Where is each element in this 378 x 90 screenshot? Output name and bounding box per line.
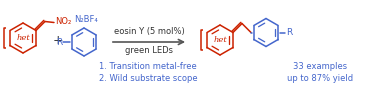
Text: R: R <box>56 38 62 47</box>
Text: 33 examples: 33 examples <box>293 62 347 71</box>
Text: eosin Y (5 mol%): eosin Y (5 mol%) <box>114 27 184 36</box>
Text: +: + <box>53 33 63 47</box>
Text: NO₂: NO₂ <box>55 17 71 26</box>
Text: up to 87% yield: up to 87% yield <box>287 74 353 83</box>
Text: N₂BF₄: N₂BF₄ <box>74 14 98 23</box>
Text: 2. Wild substrate scope: 2. Wild substrate scope <box>99 74 197 83</box>
Text: R: R <box>286 28 292 37</box>
Text: green LEDs: green LEDs <box>125 46 173 55</box>
Text: het: het <box>17 34 30 42</box>
Text: het: het <box>214 36 228 44</box>
Text: 1. Transition metal-free: 1. Transition metal-free <box>99 62 197 71</box>
